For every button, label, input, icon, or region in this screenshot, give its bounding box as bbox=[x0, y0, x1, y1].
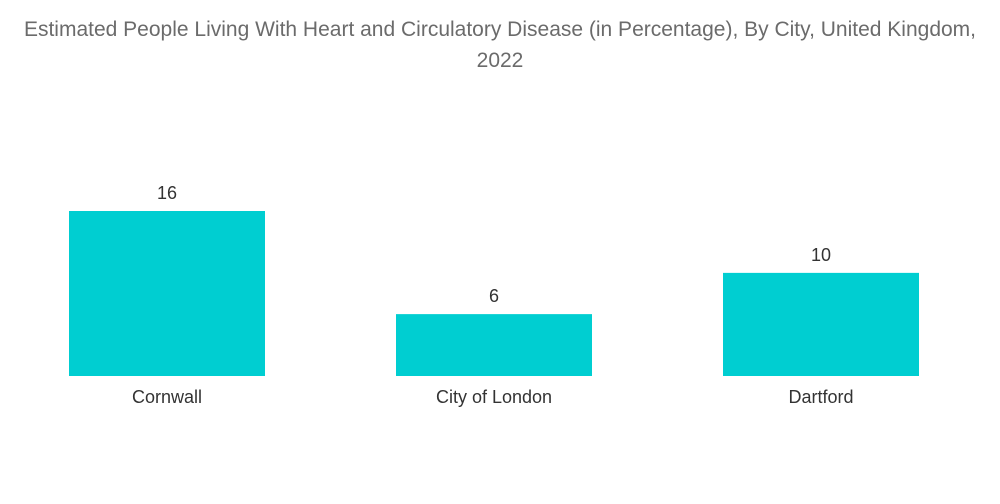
labels-layer: 16 Cornwall 6 City of London 10 Dartford bbox=[132, 183, 854, 407]
category-label: Cornwall bbox=[132, 387, 202, 407]
data-label: 16 bbox=[157, 183, 177, 203]
data-label: 6 bbox=[489, 286, 499, 306]
bar-cornwall bbox=[69, 211, 265, 376]
bar-dartford bbox=[723, 272, 919, 376]
bar-city-of-london bbox=[396, 314, 592, 376]
chart-title: Estimated People Living With Heart and C… bbox=[23, 18, 977, 72]
category-label: City of London bbox=[436, 387, 552, 407]
bars-layer bbox=[69, 211, 919, 376]
data-label: 10 bbox=[811, 245, 831, 265]
category-label: Dartford bbox=[788, 387, 853, 407]
